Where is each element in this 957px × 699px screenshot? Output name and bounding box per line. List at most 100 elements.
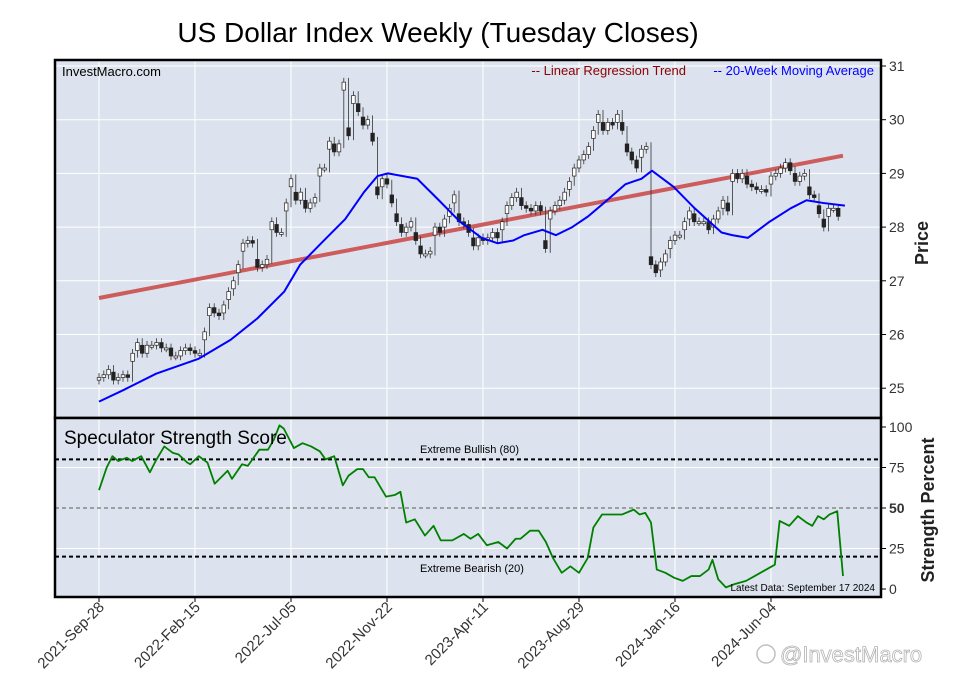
- candle-up: [327, 140, 332, 150]
- source-label: InvestMacro.com: [62, 64, 161, 79]
- x-tick-label: 2022-Nov-22: [322, 599, 395, 672]
- candle-up: [768, 175, 774, 185]
- candle-up: [236, 264, 241, 274]
- candle-up: [101, 374, 106, 378]
- candle-up: [404, 226, 409, 233]
- x-axis-ticks: 2021-Sep-28 2022-Feb-15 2022-Jul-05 2022-No…: [34, 597, 780, 672]
- price-tick-label: 27: [889, 273, 905, 289]
- candle-down: [624, 143, 630, 153]
- candle-up: [509, 197, 514, 206]
- candle-down: [495, 232, 500, 239]
- candle-down: [389, 194, 394, 204]
- candle-up: [672, 234, 678, 241]
- speculator-strength-line: [98, 424, 844, 589]
- price-tick-label: 29: [889, 165, 905, 181]
- candle-up: [514, 191, 519, 198]
- candle-up: [490, 232, 495, 239]
- candle-up: [831, 207, 836, 211]
- candle-up: [240, 242, 246, 252]
- score-tick-label: 0: [889, 581, 897, 597]
- candle-up: [178, 350, 183, 357]
- candle-down: [471, 237, 476, 247]
- candle-up: [586, 146, 591, 155]
- candle-up: [226, 291, 231, 300]
- candle-up: [96, 377, 102, 381]
- candle-up: [740, 173, 745, 180]
- candle-up: [639, 148, 644, 158]
- price-tick-label: 28: [889, 219, 905, 235]
- candle-up: [562, 191, 567, 201]
- candle-up: [341, 81, 346, 91]
- score-tick-label: 100: [889, 419, 913, 435]
- candle-up: [336, 143, 342, 153]
- x-tick-label: 2022-Jul-05: [232, 599, 300, 667]
- candle-up: [106, 369, 111, 376]
- x-tick-label: 2024-Jan-16: [612, 599, 684, 671]
- candle-up: [202, 331, 207, 341]
- candle-down: [370, 132, 375, 142]
- candle-down: [725, 202, 730, 212]
- candle-up: [663, 253, 668, 263]
- score-title: Speculator Strength Score: [64, 428, 287, 449]
- candle-down: [620, 122, 625, 131]
- candle-down: [274, 224, 279, 233]
- candle-up: [135, 342, 140, 351]
- chart-title: US Dollar Index Weekly (Tuesday Closes): [177, 17, 698, 48]
- candle-up: [576, 159, 582, 169]
- candle-up: [308, 202, 313, 209]
- candle-up: [581, 154, 586, 161]
- candle-up: [408, 221, 414, 228]
- price-panel-bg: [55, 60, 881, 418]
- x-tick-label: 2023-Apr-11: [422, 599, 492, 669]
- candle-down: [384, 178, 390, 185]
- x-tick-label: 2024-Jun-04: [708, 599, 780, 671]
- candle-up: [264, 258, 270, 266]
- candle-up: [701, 221, 706, 225]
- candle-down: [735, 173, 740, 180]
- candle-up: [173, 355, 178, 359]
- candle-up: [288, 178, 294, 188]
- candle-up: [591, 130, 596, 139]
- candle-down: [634, 159, 639, 169]
- candle-up: [504, 205, 510, 214]
- candle-up: [428, 250, 433, 255]
- candle-up: [284, 202, 289, 212]
- score-axis-ticks: 0 25 50 75 100: [881, 419, 913, 597]
- candle-down: [754, 186, 759, 190]
- candle-down: [543, 240, 548, 249]
- candle-down: [788, 162, 793, 172]
- candle-up: [144, 344, 150, 354]
- x-tick-label: 2023-Aug-29: [514, 599, 587, 672]
- candle-down: [821, 218, 826, 228]
- candle-down: [437, 226, 442, 233]
- candle-up: [668, 240, 673, 249]
- candle-down: [764, 189, 769, 193]
- candle-down: [524, 205, 529, 209]
- extreme-bullish-label: Extreme Bullish (80): [420, 444, 519, 456]
- score-tick-label: 25: [889, 541, 905, 557]
- candle-down: [375, 186, 380, 196]
- price-axis-ticks: 25 26 27 28 29 30 31: [881, 58, 905, 396]
- candle-up: [476, 237, 481, 247]
- price-tick-label: 31: [889, 58, 905, 74]
- candle-down: [653, 264, 658, 274]
- moving-average-line: [98, 169, 846, 403]
- candle-down: [159, 342, 164, 349]
- candle-down: [250, 240, 255, 244]
- candle-up: [269, 221, 274, 231]
- regression-trend: [98, 153, 844, 300]
- candle-up: [365, 119, 370, 126]
- candle-down: [600, 122, 606, 131]
- candle-up: [351, 95, 356, 104]
- score-tick-label: 50: [889, 500, 905, 516]
- candle-up: [260, 264, 265, 268]
- candle-down: [111, 371, 116, 381]
- candle-up: [183, 347, 188, 351]
- candle-down: [168, 347, 174, 357]
- candle-up: [572, 167, 577, 177]
- candle-up: [716, 210, 721, 220]
- candle-up: [423, 253, 428, 257]
- candle-up: [773, 173, 778, 177]
- candle-up: [759, 189, 764, 192]
- candle-up: [596, 113, 601, 123]
